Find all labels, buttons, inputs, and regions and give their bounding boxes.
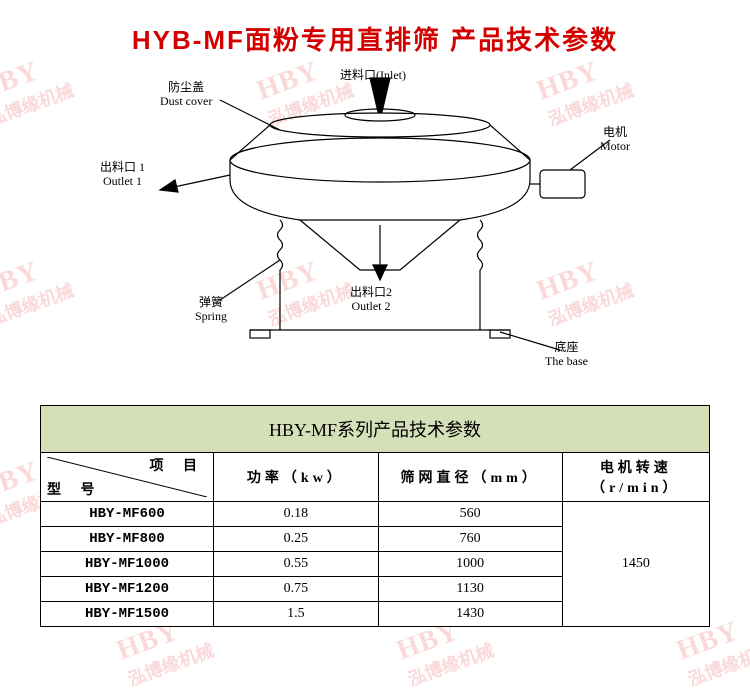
- cell-power: 1.5: [214, 602, 379, 627]
- label-outlet2: 出料口2 Outlet 2: [350, 285, 392, 314]
- label-spring: 弹簧 Spring: [195, 295, 227, 324]
- label-outlet1: 出料口 1 Outlet 1: [100, 160, 145, 189]
- cell-model: HBY-MF600: [41, 502, 214, 527]
- watermark-item: HBY泓博缘机械: [0, 46, 77, 131]
- label-dustcover: 防尘盖 Dust cover: [160, 80, 212, 109]
- cell-diameter: 1430: [378, 602, 562, 627]
- cell-diameter: 760: [378, 527, 562, 552]
- cell-power: 0.25: [214, 527, 379, 552]
- cell-model: HBY-MF1500: [41, 602, 214, 627]
- table-title: HBY-MF系列产品技术参数: [41, 406, 710, 453]
- cell-speed: 1450: [562, 502, 709, 627]
- cell-diameter: 1130: [378, 577, 562, 602]
- label-base: 底座 The base: [545, 340, 588, 369]
- col-power: 功率（kw）: [214, 453, 379, 502]
- param-table: HBY-MF系列产品技术参数 项 目 型 号 功率（kw） 筛网直径（mm） 电…: [40, 405, 710, 627]
- col-diameter: 筛网直径（mm）: [378, 453, 562, 502]
- cell-power: 0.55: [214, 552, 379, 577]
- cell-diameter: 560: [378, 502, 562, 527]
- cell-model: HBY-MF1200: [41, 577, 214, 602]
- col-model: 项 目 型 号: [41, 453, 214, 502]
- cell-power: 0.18: [214, 502, 379, 527]
- label-motor: 电机 Motor: [600, 125, 630, 154]
- cell-model: HBY-MF1000: [41, 552, 214, 577]
- cell-diameter: 1000: [378, 552, 562, 577]
- table-title-row: HBY-MF系列产品技术参数: [41, 406, 710, 453]
- cell-model: HBY-MF800: [41, 527, 214, 552]
- table-row: HBY-MF6000.185601450: [41, 502, 710, 527]
- table-header-row: 项 目 型 号 功率（kw） 筛网直径（mm） 电机转速（r/min）: [41, 453, 710, 502]
- page-title: HYB-MF面粉专用直排筛 产品技术参数: [0, 20, 750, 57]
- watermark-item: HBY泓博缘机械: [0, 246, 77, 331]
- label-inlet: 进料口(Inlet): [340, 68, 406, 82]
- cell-power: 0.75: [214, 577, 379, 602]
- param-table-wrap: HBY-MF系列产品技术参数 项 目 型 号 功率（kw） 筛网直径（mm） 电…: [40, 405, 710, 627]
- product-diagram: 进料口(Inlet) 防尘盖 Dust cover 电机 Motor 出料口 1…: [100, 70, 660, 390]
- col-speed: 电机转速（r/min）: [562, 453, 709, 502]
